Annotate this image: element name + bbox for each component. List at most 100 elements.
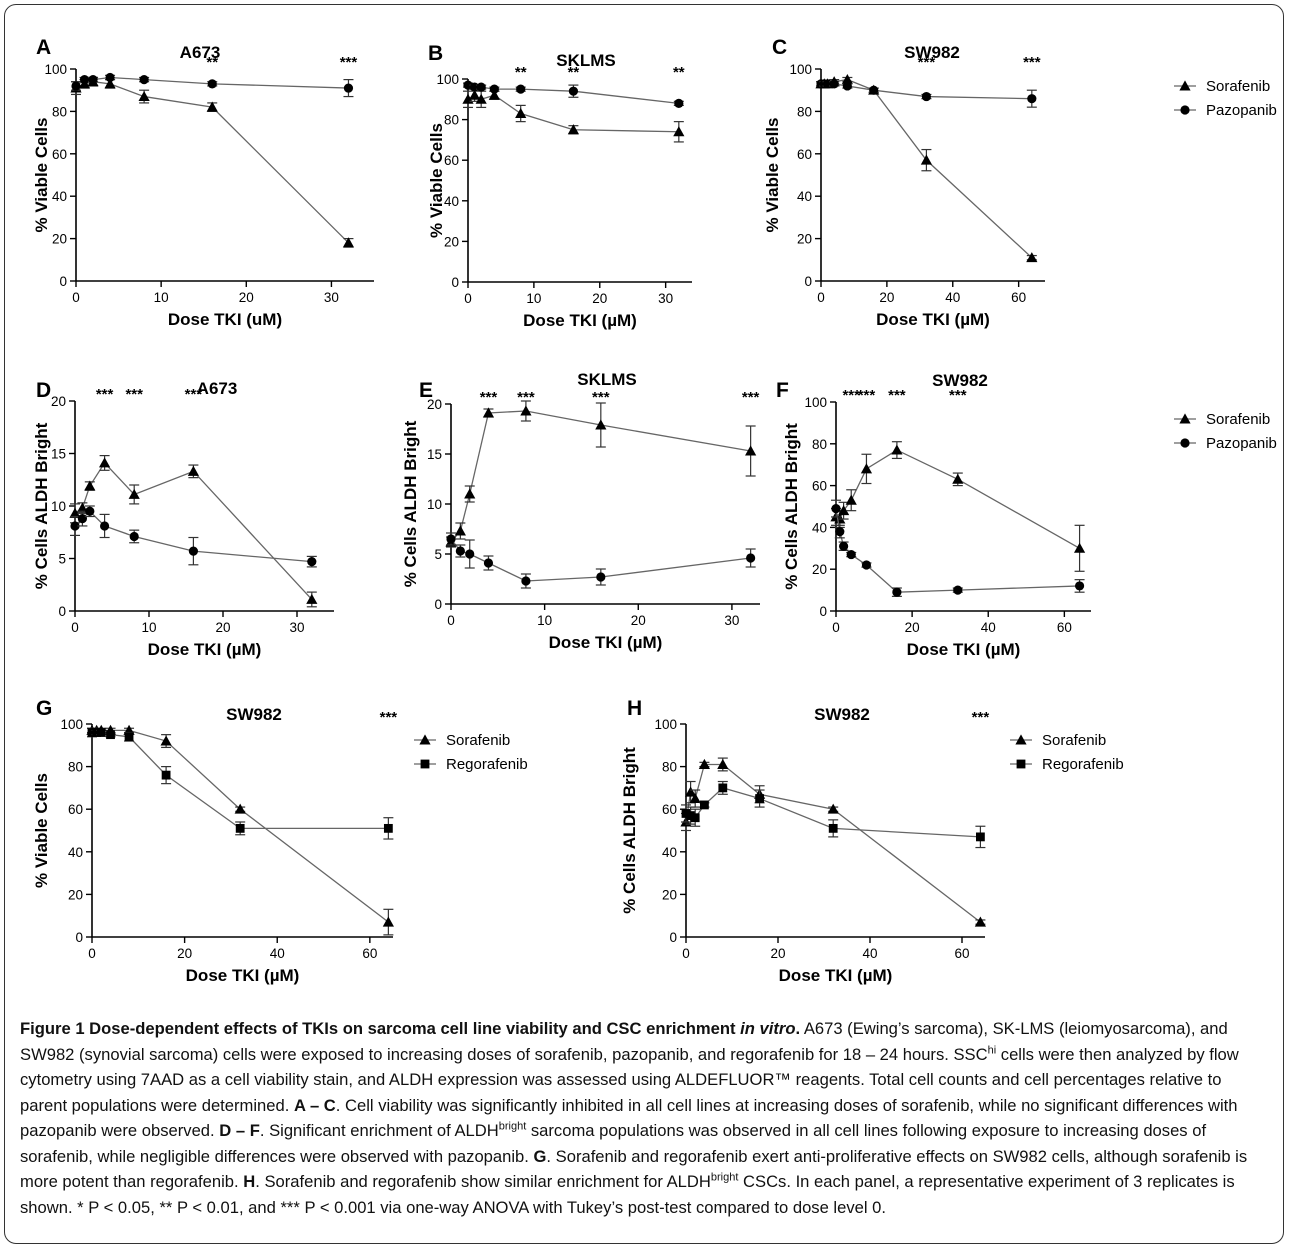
x-tick-label: 60 (1011, 290, 1026, 305)
panel-title: SKLMS (577, 370, 637, 389)
series-sorafenib (69, 456, 317, 607)
panel-letter: G (36, 697, 52, 720)
panel-letter: D (36, 379, 51, 402)
y-tick-label: 60 (68, 802, 83, 817)
series-sorafenib (830, 442, 1085, 572)
caption-title-italic: in vitro (740, 1019, 795, 1038)
y-tick-label: 0 (669, 930, 677, 945)
significance-label: *** (972, 709, 990, 726)
data-point (847, 550, 856, 559)
significance-label: *** (185, 386, 203, 403)
y-tick-label: 20 (812, 562, 827, 577)
significance-label: *** (1023, 54, 1041, 71)
y-tick-label: 40 (68, 845, 83, 860)
x-tick-label: 60 (362, 946, 377, 961)
y-axis-label: % Cells ALDH Bright (401, 420, 420, 587)
y-axis-label: % Cells ALDH Bright (32, 422, 51, 589)
significance-label: *** (949, 387, 967, 404)
data-point (1075, 581, 1084, 590)
y-tick-label: 0 (59, 274, 67, 289)
significance-label: *** (888, 387, 906, 404)
y-tick-label: 100 (804, 395, 827, 410)
data-point (830, 79, 839, 88)
x-tick-label: 40 (270, 946, 285, 961)
significance-label: *** (742, 389, 760, 406)
y-tick-label: 100 (44, 62, 67, 77)
x-tick-label: 40 (945, 290, 960, 305)
y-tick-label: 0 (75, 930, 83, 945)
y-tick-label: 100 (789, 62, 812, 77)
x-tick-label: 40 (862, 946, 877, 961)
panel-title: SKLMS (556, 51, 616, 70)
significance-label: ** (673, 64, 685, 81)
data-point (208, 79, 217, 88)
x-tick-label: 30 (724, 613, 739, 628)
y-axis-label: % Viable Cells (32, 118, 51, 233)
data-point (71, 81, 80, 90)
y-tick-label: 40 (52, 189, 67, 204)
data-point (516, 85, 525, 94)
y-tick-label: 15 (427, 447, 442, 462)
data-point (862, 560, 871, 569)
data-point (921, 155, 932, 165)
data-point (106, 730, 115, 739)
y-tick-label: 100 (436, 72, 459, 87)
data-point (188, 466, 199, 476)
y-tick-label: 0 (819, 604, 827, 619)
series-line (836, 509, 1080, 593)
panel-letter: A (36, 36, 51, 59)
y-axis-label: % Viable Cells (763, 118, 782, 233)
caption-sup-bright-1: bright (499, 1120, 527, 1132)
data-point (1027, 94, 1036, 103)
data-point (596, 572, 605, 581)
y-axis-label: % Cells ALDH Bright (620, 747, 639, 914)
x-tick-label: 10 (154, 290, 169, 305)
x-axis-label: Dose TKI (uM) (168, 310, 282, 329)
panel-letter: C (772, 36, 787, 59)
data-point (976, 832, 985, 841)
data-point (831, 504, 840, 513)
data-point (520, 405, 531, 415)
data-point (446, 534, 455, 543)
y-tick-label: 40 (662, 845, 677, 860)
legend: Sorafenib Pazopanib (1174, 78, 1277, 119)
panel-title: SW982 (814, 705, 870, 724)
data-point (477, 83, 486, 92)
y-tick-label: 80 (812, 437, 827, 452)
series-sorafenib (445, 401, 756, 547)
data-point (383, 916, 394, 926)
series-line (92, 733, 388, 829)
data-point (953, 586, 962, 595)
x-tick-label: 0 (464, 291, 472, 306)
y-axis-label: % Viable Cells (32, 773, 51, 888)
x-tick-label: 0 (72, 290, 80, 305)
y-tick-label: 80 (68, 760, 83, 775)
y-tick-label: 40 (812, 520, 827, 535)
series-sorafenib (815, 74, 1037, 262)
y-tick-label: 80 (52, 104, 67, 119)
data-point (700, 801, 709, 810)
series-line (75, 463, 312, 600)
y-tick-label: 20 (68, 887, 83, 902)
data-point (569, 87, 578, 96)
y-tick-label: 0 (804, 274, 812, 289)
caption-title: Figure 1 Dose-dependent effects of TKIs … (20, 1019, 736, 1038)
significance-label: *** (858, 387, 876, 404)
x-tick-label: 30 (658, 291, 673, 306)
legend: SorafenibRegorafenib (1010, 732, 1124, 773)
y-tick-label: 20 (662, 887, 677, 902)
data-point (97, 728, 106, 737)
chart-panel-e: E SKLMS051015200 10 20 30Dose TKI (µM)% Cell… (401, 370, 760, 652)
x-tick-label: 20 (879, 290, 894, 305)
data-point (674, 99, 683, 108)
chart-panel-c: C SW9820204060801000 20 40 60Dose TKI (µM)% … (763, 36, 1277, 329)
y-axis-label: % Viable Cells (427, 123, 446, 238)
data-point (1074, 543, 1085, 553)
y-tick-label: 100 (654, 717, 677, 732)
series-sorafenib (680, 758, 986, 926)
x-tick-label: 10 (141, 620, 156, 635)
chart-panel-b: B SKLMS0204060801000 10 20 30Dose TKI (µM)% … (427, 42, 692, 330)
x-axis-label: Dose TKI (µM) (523, 311, 637, 330)
data-point (846, 495, 857, 505)
data-point (307, 557, 316, 566)
